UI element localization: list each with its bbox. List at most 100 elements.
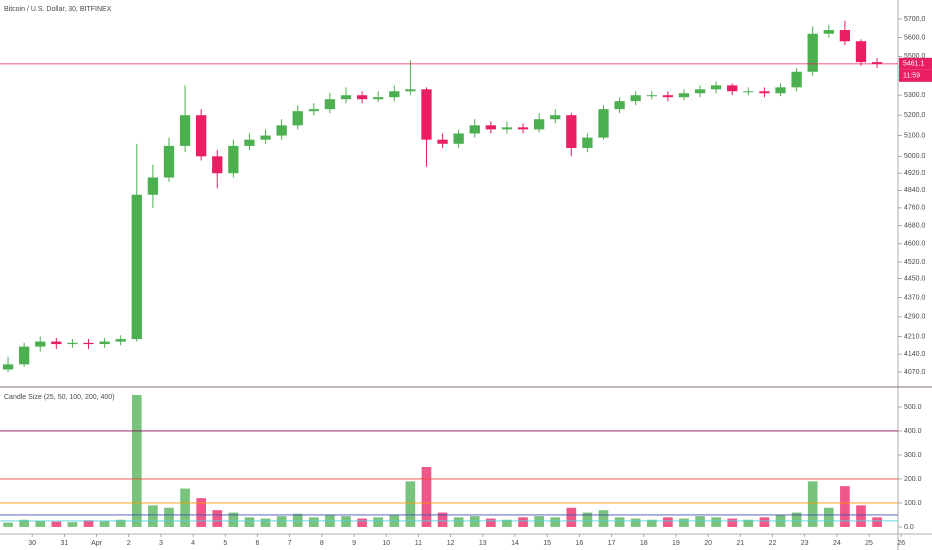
candle-body — [147, 177, 159, 195]
size-bar — [83, 520, 94, 527]
x-tick-label: 22 — [769, 540, 777, 547]
y-tick-label: 4290.0 — [904, 314, 926, 321]
size-bar — [244, 517, 255, 527]
y-tick-label: 4210.0 — [904, 333, 926, 340]
y-tick-label: 4920.0 — [904, 170, 926, 177]
candle-body — [244, 139, 255, 146]
size-bar — [115, 519, 126, 527]
x-tick-label: 31 — [60, 540, 68, 547]
size-bar — [196, 498, 206, 527]
candle-body — [469, 125, 480, 134]
candle-body — [292, 111, 303, 126]
candle-body — [517, 127, 529, 130]
size-bar — [405, 481, 416, 527]
size-bar — [711, 517, 721, 527]
size-bar — [518, 517, 528, 527]
size-bar — [164, 507, 174, 527]
size-bar — [823, 507, 834, 527]
y-tick-label: 200.0 — [904, 476, 922, 483]
chart-title: Bitcoin / U.S. Dollar, 30, BITFINEX — [4, 6, 112, 13]
x-tick-label: 12 — [447, 540, 455, 547]
size-bar — [51, 521, 62, 527]
candle-body — [839, 30, 851, 42]
size-bar — [469, 516, 480, 527]
y-tick-label: 5000.0 — [904, 153, 926, 160]
size-bar — [3, 522, 13, 527]
x-tick-label: 2 — [127, 540, 131, 547]
x-tick-label: 25 — [865, 540, 873, 547]
candle-body — [453, 133, 464, 144]
y-tick-label: 0.0 — [904, 524, 914, 531]
x-tick-label: Apr — [91, 540, 103, 547]
candle-body — [212, 156, 223, 174]
candle-body — [807, 33, 818, 72]
candle-body — [678, 93, 690, 98]
y-tick-label: 5100.0 — [904, 132, 926, 139]
candle-body — [83, 342, 94, 345]
candle-body — [614, 101, 625, 110]
last-price-label: 5461.1 — [903, 61, 925, 68]
candle-body — [582, 137, 593, 148]
x-tick-label: 30 — [28, 540, 36, 547]
y-tick-label: 4070.0 — [904, 369, 926, 376]
x-tick-label: 8 — [320, 540, 324, 547]
size-bar — [131, 394, 142, 527]
candle-body — [308, 109, 319, 112]
candle-body — [115, 339, 126, 342]
candle-body — [533, 119, 545, 130]
size-bar — [228, 512, 239, 527]
x-tick-label: 5 — [223, 540, 227, 547]
size-bar — [566, 507, 577, 527]
x-tick-label: 3 — [159, 540, 163, 547]
candle-body — [743, 91, 754, 93]
size-bar — [695, 516, 705, 527]
size-bar — [872, 517, 882, 527]
size-bar — [550, 517, 561, 527]
size-bar — [212, 510, 223, 527]
size-bar — [373, 517, 384, 527]
size-bar — [421, 466, 432, 527]
candle-body — [179, 115, 191, 146]
candle-body — [99, 341, 110, 345]
y-tick-label: 4140.0 — [904, 351, 926, 358]
y-tick-label: 4450.0 — [904, 275, 926, 282]
size-bar — [148, 505, 158, 527]
size-bar — [35, 520, 46, 527]
candle-body — [550, 115, 561, 120]
candle-body — [823, 30, 834, 34]
candle-body — [373, 97, 384, 100]
size-bar — [19, 519, 29, 527]
x-tick-label: 23 — [801, 540, 809, 547]
candle-body — [405, 89, 416, 92]
x-tick-label: 26 — [897, 540, 905, 547]
size-bar — [807, 481, 818, 527]
candle-body — [228, 145, 239, 174]
size-bar — [614, 517, 625, 527]
size-bar — [453, 517, 464, 527]
size-bar — [646, 519, 657, 527]
candle-body — [276, 125, 287, 136]
x-tick-label: 20 — [704, 540, 712, 547]
candle-body — [694, 89, 706, 94]
size-bar — [534, 516, 544, 527]
x-tick-label: 10 — [382, 540, 390, 547]
x-tick-label: 14 — [511, 540, 519, 547]
x-tick-label: 11 — [415, 540, 422, 547]
y-tick-label: 300.0 — [904, 452, 922, 459]
x-tick-label: 18 — [640, 540, 648, 547]
size-bar — [292, 513, 303, 527]
x-tick-label: 17 — [608, 540, 616, 547]
y-tick-label: 400.0 — [904, 428, 922, 435]
y-tick-label: 4600.0 — [904, 241, 926, 248]
y-tick-label: 5300.0 — [904, 92, 926, 99]
candle-body — [340, 95, 352, 100]
candle-body — [356, 95, 368, 100]
size-bar — [357, 518, 367, 527]
size-bar — [679, 518, 689, 527]
countdown-label: 11:59 — [903, 73, 920, 80]
size-bar — [840, 486, 850, 527]
x-tick-label: 15 — [543, 540, 551, 547]
candle-body — [501, 127, 513, 130]
x-tick-label: 9 — [352, 540, 356, 547]
